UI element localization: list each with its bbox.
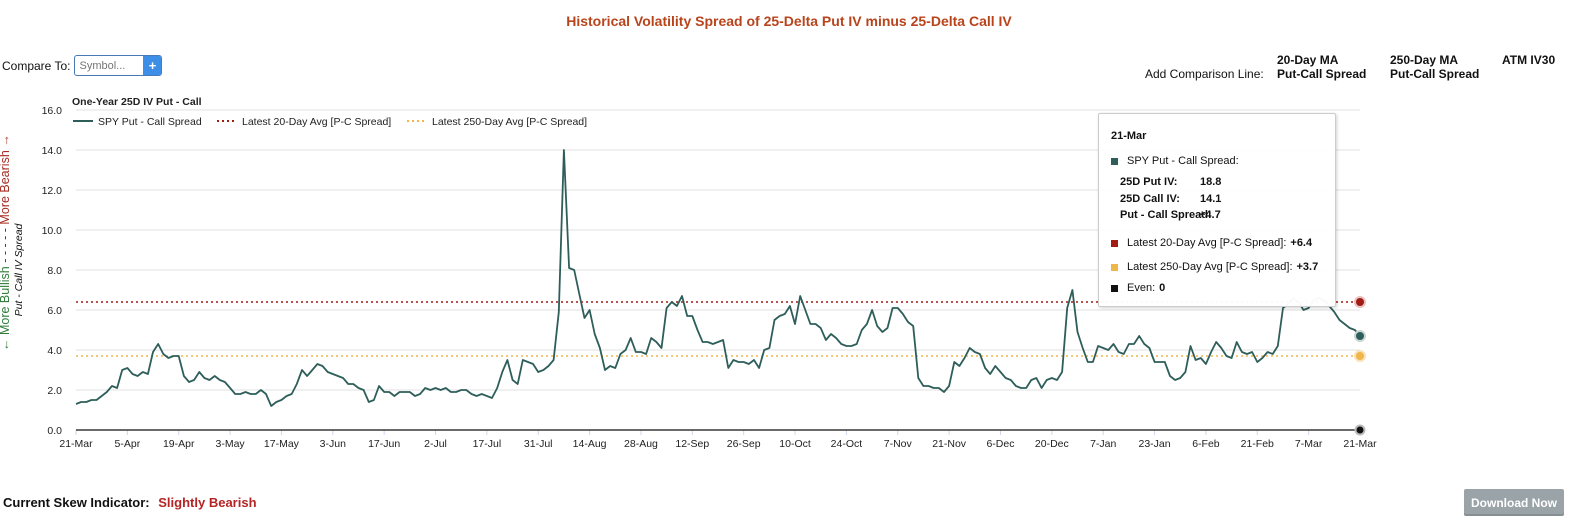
tooltip-put-iv-label: 25D Put IV:: [1120, 176, 1178, 188]
x-tick-label: 5-Apr: [115, 438, 141, 450]
tooltip-avg250-dot: [1111, 263, 1118, 271]
comparison-atm-iv30-line2: ATM IV30: [1502, 53, 1556, 67]
spy-spread-end-marker: [1354, 330, 1366, 342]
spy-spread-line: [75, 149, 1361, 407]
tooltip-series-row: SPY Put - Call Spread:: [1111, 155, 1239, 167]
x-tick-label: 28-Aug: [624, 438, 658, 450]
tooltip-spread: Put - Call Spread: +4.7: [1120, 209, 1221, 221]
chart-tooltip: 21-Mar SPY Put - Call Spread: 25D Put IV…: [1098, 113, 1336, 307]
download-now-button[interactable]: Download Now: [1464, 489, 1564, 516]
x-tick-label: 21-Mar: [59, 438, 93, 450]
tooltip-call-iv: 25D Call IV: 14.1: [1120, 193, 1221, 205]
tooltip-avg250-value: +3.7: [1296, 261, 1319, 273]
x-tick-label: 17-Jun: [368, 438, 400, 450]
y-tick-label: 16.0: [42, 105, 63, 117]
tooltip-even-value: 0: [1159, 282, 1166, 294]
compare-symbol-box: +: [74, 55, 163, 76]
page-title: Historical Volatility Spread of 25-Delta…: [566, 13, 1012, 29]
comparison-250day-ma[interactable]: 250-Day MA Put-Call Spread: [1390, 53, 1479, 81]
y-tick-label: 0.0: [47, 425, 62, 437]
tooltip-even-label: Even:: [1127, 282, 1156, 294]
legend: SPY Put - Call Spread Latest 20-Day Avg …: [73, 116, 587, 128]
x-tick-label: 3-May: [215, 438, 245, 450]
comparison-20day-ma-line1: 20-Day MA: [1277, 53, 1339, 67]
volatility-spread-chart: One-Year 25D IV Put - Call 0.0 2.0 4.0 6.0 8…: [42, 96, 1378, 450]
tooltip-even-row: Even: 0: [1111, 282, 1165, 294]
y-tick-label: 8.0: [47, 265, 62, 277]
x-tick-label: 3-Jun: [320, 438, 346, 450]
x-tick-label: 31-Jul: [524, 438, 553, 450]
symbol-input[interactable]: [75, 57, 144, 74]
x-tick-label: 17-May: [264, 438, 300, 450]
tooltip-put-iv-value: 18.8: [1200, 176, 1222, 188]
y-tick-label: 6.0: [47, 305, 62, 317]
grid-layer: [76, 109, 1360, 391]
x-tick-label: 17-Jul: [473, 438, 502, 450]
tooltip-series-dot: [1111, 157, 1118, 165]
x-tick-label: 7-Mar: [1295, 438, 1323, 450]
current-skew-indicator: Current Skew Indicator: Slightly Bearish: [3, 495, 257, 510]
x-tick-label: 21-Feb: [1241, 438, 1274, 450]
x-tick-label: 10-Oct: [779, 438, 811, 450]
x-tick-label: 7-Nov: [884, 438, 913, 450]
legend-entry-spy[interactable]: SPY Put - Call Spread: [98, 116, 202, 128]
tooltip-avg250-row: Latest 250-Day Avg [P-C Spread]: +3.7: [1111, 261, 1318, 273]
x-tick-label: 2-Jul: [424, 438, 447, 450]
y-tick-label: 12.0: [42, 185, 63, 197]
y-tick-label: 2.0: [47, 385, 62, 397]
comparison-250day-ma-line2: Put-Call Spread: [1390, 67, 1480, 81]
y-tick-label: 4.0: [47, 345, 62, 357]
comparison-atm-iv30[interactable]: ATM IV30: [1502, 53, 1555, 67]
x-tick-label: 6-Dec: [986, 438, 1014, 450]
even-end-marker: [1354, 424, 1366, 436]
tooltip-avg20-value: +6.4: [1290, 237, 1313, 249]
end-markers: [1354, 296, 1366, 436]
compare-to-label: Compare To:: [2, 58, 71, 73]
y-tick-label: 10.0: [42, 225, 63, 237]
chart-title: One-Year 25D IV Put - Call: [72, 96, 202, 108]
tooltip-series-label: SPY Put - Call Spread:: [1127, 155, 1239, 167]
tooltip-date: 21-Mar: [1111, 130, 1147, 142]
tooltip-put-iv: 25D Put IV: 18.8: [1120, 176, 1221, 188]
x-tick-label: 21-Mar: [1343, 438, 1377, 450]
avg250-end-marker: [1354, 350, 1366, 362]
legend-entry-20day[interactable]: Latest 20-Day Avg [P-C Spread]: [242, 116, 391, 128]
x-tick-label: 20-Dec: [1035, 438, 1069, 450]
y-tick-label: 14.0: [42, 145, 63, 157]
comparison-250day-ma-line1: 250-Day MA: [1390, 53, 1459, 67]
tooltip-spread-value: +4.7: [1199, 209, 1221, 221]
tooltip-even-dot: [1111, 284, 1118, 292]
y-axis: 0.0 2.0 4.0 6.0 8.0 10.0 12.0 14.0 16.0: [42, 105, 63, 437]
x-tick-label: 26-Sep: [727, 438, 761, 450]
tooltip-avg20-row: Latest 20-Day Avg [P-C Spread]: +6.4: [1111, 237, 1312, 249]
comparison-20day-ma[interactable]: 20-Day MA Put-Call Spread: [1277, 53, 1366, 81]
x-tick-label: 6-Feb: [1192, 438, 1220, 450]
x-tick-label: 23-Jan: [1139, 438, 1171, 450]
tooltip-call-iv-value: 14.1: [1200, 193, 1222, 205]
add-comparison-line-label: Add Comparison Line:: [1145, 67, 1264, 81]
comparison-20day-ma-line2: Put-Call Spread: [1277, 67, 1367, 81]
tooltip-avg20-label: Latest 20-Day Avg [P-C Spread]:: [1127, 237, 1287, 249]
x-tick-label: 7-Jan: [1090, 438, 1116, 450]
skew-value: Slightly Bearish: [158, 495, 257, 510]
add-symbol-button[interactable]: +: [143, 56, 162, 75]
compare-to: Compare To: +: [2, 55, 163, 76]
x-axis: 21-Mar 5-Apr 19-Apr 3-May 17-May 3-Jun 17-Jun 2…: [59, 429, 1377, 450]
tooltip-spread-label: Put - Call Spread:: [1120, 209, 1212, 221]
skew-label: Current Skew Indicator:: [3, 495, 150, 510]
tooltip-call-iv-label: 25D Call IV:: [1120, 193, 1180, 205]
x-tick-label: 12-Sep: [675, 438, 709, 450]
tooltip-avg250-label: Latest 250-Day Avg [P-C Spread]:: [1127, 261, 1293, 273]
x-tick-label: 19-Apr: [163, 438, 195, 450]
x-tick-label: 24-Oct: [831, 438, 863, 450]
legend-entry-250day[interactable]: Latest 250-Day Avg [P-C Spread]: [432, 116, 587, 128]
avg20-end-marker: [1354, 296, 1366, 308]
x-tick-label: 21-Nov: [932, 438, 967, 450]
x-tick-label: 14-Aug: [573, 438, 607, 450]
tooltip-avg20-dot: [1111, 239, 1118, 247]
